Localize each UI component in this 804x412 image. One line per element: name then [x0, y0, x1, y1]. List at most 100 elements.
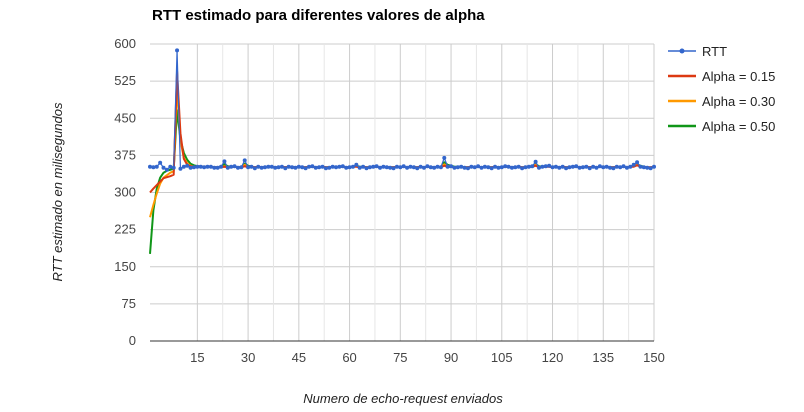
data-point-rtt [543, 164, 548, 169]
data-point-rtt [635, 160, 640, 165]
data-point-rtt [405, 165, 410, 170]
data-point-rtt [506, 164, 511, 169]
data-point-rtt [604, 164, 609, 169]
data-point-rtt [185, 163, 190, 168]
data-point-rtt [418, 164, 423, 169]
data-point-rtt [154, 164, 159, 169]
data-point-rtt [394, 164, 399, 169]
data-point-rtt [388, 165, 393, 170]
data-point-rtt [520, 166, 525, 171]
data-point-rtt [415, 166, 420, 171]
legend-label-alpha-0-50: Alpha = 0.50 [702, 119, 775, 134]
data-point-rtt [208, 164, 213, 169]
data-point-rtt [212, 165, 217, 170]
data-point-rtt [465, 166, 470, 171]
data-point-rtt [428, 165, 433, 170]
tick-labels: 0 75 150 225 300 375 450 525 600 15 30 45 60 75 90 105 1… [114, 36, 665, 365]
data-point-rtt [374, 164, 379, 169]
y-tick-label: 525 [114, 73, 136, 88]
data-point-rtt [178, 166, 183, 171]
data-point-rtt [608, 165, 613, 170]
series-line-alpha-0-50 [149, 109, 655, 254]
data-point-rtt [263, 165, 268, 170]
series-group [148, 48, 656, 254]
data-point-rtt [580, 165, 585, 170]
data-point-rtt [340, 164, 345, 169]
data-point-rtt [273, 165, 278, 170]
data-point-rtt [235, 165, 240, 170]
y-tick-label: 600 [114, 36, 136, 51]
data-point-rtt [469, 164, 474, 169]
data-point-rtt [337, 164, 342, 169]
data-point-rtt [164, 167, 169, 172]
data-point-rtt [161, 165, 166, 170]
data-point-rtt [300, 165, 305, 170]
data-point-rtt [611, 166, 616, 171]
data-point-rtt [256, 164, 261, 169]
data-point-rtt [361, 164, 366, 169]
series-line-alpha-0-30 [149, 85, 655, 218]
data-point-rtt [614, 164, 619, 169]
data-point-rtt [421, 165, 426, 170]
data-point-rtt [526, 164, 531, 169]
data-point-rtt [198, 164, 203, 169]
data-point-rtt [191, 165, 196, 170]
data-point-rtt [242, 158, 247, 163]
x-tick-label: 45 [292, 350, 306, 365]
data-point-rtt [631, 162, 636, 167]
data-point-rtt [317, 165, 322, 170]
data-point-rtt [229, 164, 234, 169]
data-point-rtt [641, 165, 646, 170]
data-point-rtt [168, 164, 173, 169]
data-point-rtt [357, 165, 362, 170]
x-tick-label: 30 [241, 350, 255, 365]
data-point-rtt [249, 164, 254, 169]
data-point-rtt [202, 165, 207, 170]
data-point-rtt [303, 166, 308, 171]
data-point-rtt [432, 165, 437, 170]
series-line-alpha-0-15 [149, 70, 655, 194]
data-point-rtt [628, 164, 633, 169]
data-point-rtt [293, 165, 298, 170]
data-point-rtt [148, 164, 152, 169]
data-point-rtt [290, 165, 295, 170]
data-point-rtt [306, 164, 311, 169]
y-tick-label: 300 [114, 185, 136, 200]
data-point-rtt [225, 165, 230, 170]
x-tick-label: 105 [491, 350, 513, 365]
data-point-rtt [313, 165, 318, 170]
data-point-rtt [269, 164, 274, 169]
data-point-rtt [381, 164, 386, 169]
x-tick-label: 120 [542, 350, 564, 365]
data-point-rtt [411, 165, 416, 170]
data-point-rtt [449, 164, 454, 169]
data-point-rtt [638, 164, 643, 169]
data-point-rtt [550, 165, 555, 170]
data-point-rtt [489, 166, 494, 171]
data-point-rtt [557, 165, 562, 170]
data-point-rtt [645, 165, 650, 170]
data-point-rtt [215, 165, 220, 170]
data-point-rtt [459, 164, 464, 169]
data-point-rtt [378, 165, 383, 170]
data-point-rtt [523, 165, 528, 170]
data-point-rtt [310, 164, 315, 169]
data-point-rtt [151, 165, 156, 170]
data-point-rtt [472, 165, 477, 170]
data-point-rtt [239, 165, 244, 170]
grid [150, 43, 655, 341]
data-point-rtt [479, 165, 484, 170]
chart-title: RTT estimado para diferentes valores de … [152, 7, 485, 24]
data-point-rtt [570, 164, 575, 169]
data-point-rtt [601, 165, 606, 170]
x-axis-title: Numero de echo-request enviados [303, 391, 503, 406]
data-point-rtt [442, 155, 447, 160]
data-point-rtt [195, 164, 200, 169]
data-point-rtt [493, 164, 498, 169]
data-point-rtt [536, 165, 541, 170]
data-point-rtt [344, 165, 349, 170]
data-point-rtt [364, 166, 369, 171]
legend-marker-rtt [679, 48, 685, 54]
data-point-rtt [158, 160, 163, 165]
data-point-rtt [597, 164, 602, 169]
